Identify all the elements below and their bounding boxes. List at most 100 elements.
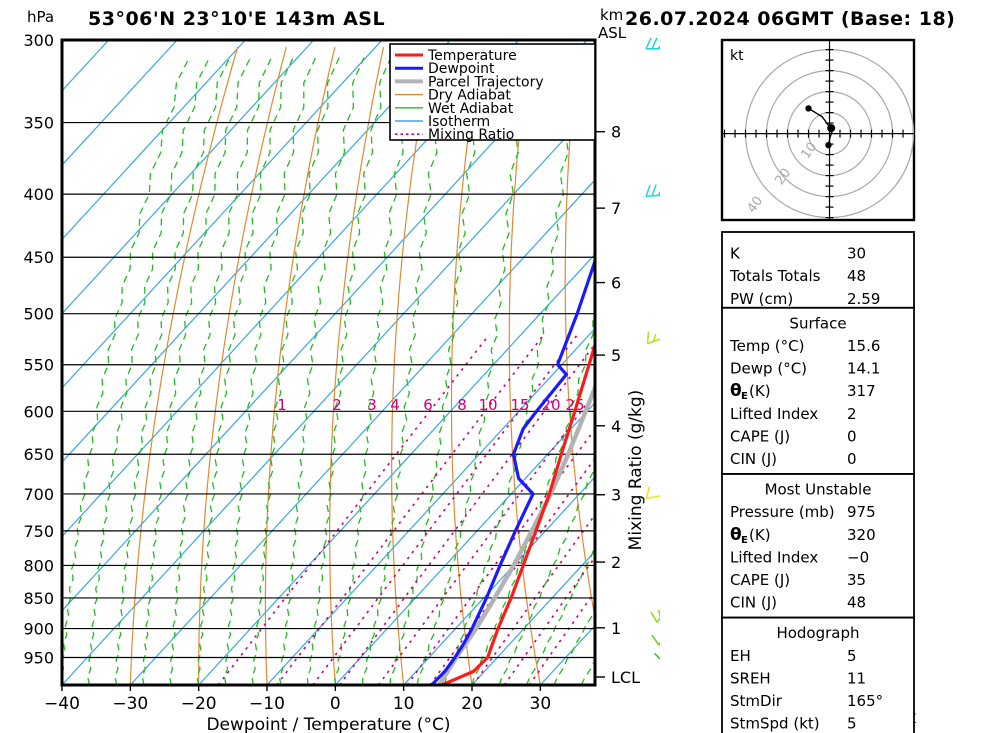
svg-text:E: E <box>741 535 748 546</box>
mixing-ratio-label: 2 <box>332 396 342 414</box>
table-row-value: 14.1 <box>847 360 880 378</box>
table-row-value: 317 <box>847 382 876 400</box>
temperature-tick-label: 10 <box>393 694 415 714</box>
table-row-label: PW (cm) <box>730 290 793 308</box>
svg-text:θ: θ <box>730 381 742 401</box>
table-row-label: CIN (J) <box>730 450 777 468</box>
surface-block-heading: Surface <box>789 314 846 332</box>
skewt-chart: 3003504004505005506006507007508008509009… <box>23 31 660 733</box>
table-row-label: Pressure (mb) <box>730 503 835 521</box>
wind-barb <box>646 331 660 345</box>
temperature-tick-label: 0 <box>330 694 341 714</box>
most-unstable-block-heading: Most Unstable <box>765 481 872 499</box>
table-row-label: Temp (°C) <box>729 337 804 355</box>
height-tick-label: 3 <box>611 486 621 505</box>
temperature-tick-label: −20 <box>181 694 217 714</box>
height-tick-label: 4 <box>611 417 621 436</box>
table-row-label: Dewp (°C) <box>730 360 807 378</box>
legend-label: Temperature <box>427 48 517 64</box>
legend-label: Wet Adiabat <box>428 101 514 117</box>
table-row-label: Lifted Index <box>730 405 818 423</box>
height-unit-label-line1: km <box>600 6 624 24</box>
table-row-label: Lifted Index <box>730 548 818 566</box>
table-row-value: 2.59 <box>847 290 880 308</box>
svg-text:E: E <box>741 391 748 402</box>
height-unit-label-line2: ASL <box>598 24 627 42</box>
pressure-tick-label: 550 <box>23 356 54 375</box>
height-tick-label: 7 <box>611 199 621 218</box>
table-row-value: 0 <box>847 427 857 445</box>
table-row-value: 48 <box>847 267 866 285</box>
height-tick-label: 5 <box>611 346 621 365</box>
mixing-ratio-label: 3 <box>367 396 377 414</box>
pressure-tick-label: 600 <box>23 402 54 421</box>
pressure-tick-label: 800 <box>23 556 54 575</box>
pressure-tick-label: 700 <box>23 485 54 504</box>
table-row-value: 2 <box>847 405 857 423</box>
table-row-value: 11 <box>847 669 866 687</box>
hodograph-unit-label: kt <box>730 48 744 64</box>
temperature-tick-label: 20 <box>461 694 483 714</box>
table-row-label: θ E (K) <box>730 381 771 402</box>
mixing-ratio-label: 4 <box>390 396 400 414</box>
pressure-tick-label: 950 <box>23 649 54 668</box>
table-row-label: SREH <box>730 669 771 687</box>
most-unstable-block: Most Unstable Pressure (mb) 975 θ E (K) 320 Li… <box>721 473 915 619</box>
mixing-ratio-label: 15 <box>510 396 529 414</box>
mixing-ratio-label: 1 <box>277 396 287 414</box>
pressure-tick-label: 500 <box>23 305 54 324</box>
height-tick-label: 1 <box>611 619 621 638</box>
table-row-label: StmDir <box>730 692 783 710</box>
mixing-ratio-axis-title: Mixing Ratio (g/kg) <box>626 390 646 551</box>
wind-barb <box>650 609 660 623</box>
hodograph-stats-block-heading: Hodograph <box>776 624 859 642</box>
table-row-value: 165° <box>847 692 883 710</box>
curve-dewpoint <box>430 256 595 685</box>
table-row-value: 975 <box>847 503 876 521</box>
pressure-tick-label: 400 <box>23 185 54 204</box>
indices-block: K 30 Totals Totals 48 PW (cm) 2.59 <box>721 231 915 309</box>
wind-barb <box>645 37 660 50</box>
right-panel: 10 20 40 kt K 30 Totals Totals 48 PW (cm) 2.59 Sur… <box>660 0 1000 733</box>
curve-parcel-trajectory <box>436 381 595 685</box>
date-title: 26.07.2024 06GMT (Base: 18) <box>625 8 956 30</box>
temperature-tick-label: −30 <box>112 694 148 714</box>
legend-label: Dewpoint <box>428 61 495 77</box>
pressure-tick-label: 850 <box>23 589 54 608</box>
station-title: 53°06'N 23°10'E 143m ASL <box>88 8 386 30</box>
legend-label: Isotherm <box>428 114 490 130</box>
table-row-label: CIN (J) <box>730 594 777 612</box>
wind-barb <box>645 184 660 198</box>
table-row-value: 5 <box>847 715 857 733</box>
x-axis-title: Dewpoint / Temperature (°C) <box>206 715 450 733</box>
pressure-tick-label: 750 <box>23 522 54 541</box>
table-row-label: CAPE (J) <box>730 427 790 445</box>
table-row-label: StmSpd (kt) <box>730 715 820 733</box>
table-row-value: 0 <box>847 450 857 468</box>
surface-block: Surface Temp (°C) 15.6 Dewp (°C) 14.1 θ E (K) 31… <box>721 306 915 475</box>
table-row-value: 48 <box>847 594 866 612</box>
legend-label: Dry Adiabat <box>428 88 511 104</box>
table-row-value: 5 <box>847 647 857 665</box>
height-tick-label: 6 <box>611 274 621 293</box>
wind-barb <box>651 634 660 646</box>
lcl-label: LCL <box>611 668 640 687</box>
hodograph-stats-block: Hodograph EH 5 SREH 11 StmDir 165° StmSpd (kt) 5 <box>721 616 915 733</box>
height-tick-label: 8 <box>611 123 621 142</box>
curve-temperature <box>440 339 595 685</box>
mixing-ratio-label: 20 <box>541 396 560 414</box>
mixing-ratio-label: 6 <box>423 396 433 414</box>
temperature-tick-label: 30 <box>530 694 552 714</box>
table-row-label: EH <box>730 647 751 665</box>
svg-text:(K): (K) <box>749 526 771 544</box>
table-row-value: 320 <box>847 526 876 544</box>
mixing-ratio-label: 8 <box>457 396 467 414</box>
pressure-tick-label: 350 <box>23 114 54 133</box>
table-row-value: −0 <box>847 548 869 566</box>
pressure-tick-label: 450 <box>23 248 54 267</box>
height-tick-label: 2 <box>611 553 621 572</box>
svg-text:θ: θ <box>730 525 742 545</box>
